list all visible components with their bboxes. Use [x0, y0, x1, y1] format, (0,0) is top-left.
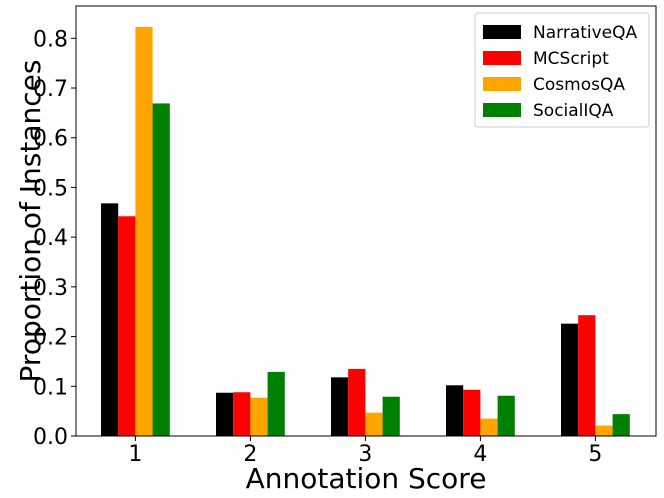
bar-narrativeqa-3 [331, 377, 349, 436]
bar-mcscript-4 [463, 389, 481, 436]
x-tick-label: 1 [128, 442, 142, 467]
bars-group [101, 26, 630, 437]
legend: NarrativeQA MCScript CosmosQA SocialIQA [474, 12, 650, 128]
bar-cosmosqa-5 [595, 425, 613, 436]
x-tick-label: 3 [358, 442, 372, 467]
bar-cosmosqa-2 [250, 397, 268, 436]
x-tick-label: 4 [473, 442, 487, 467]
y-axis: 0.0 0.1 0.2 0.3 0.4 0.5 0.6 0.7 0.8 [33, 27, 76, 450]
y-tick-label: 0.2 [33, 326, 68, 351]
x-tick-label: 5 [588, 442, 602, 467]
x-axis-label: Annotation Score [246, 462, 487, 495]
bar-narrativeqa-1 [101, 203, 119, 436]
bar-socialiqa-1 [152, 103, 170, 436]
bar-socialiqa-4 [497, 395, 515, 436]
legend-swatch-socialiqa [483, 103, 521, 117]
y-tick-label: 0.4 [33, 226, 68, 251]
bar-narrativeqa-5 [561, 323, 579, 436]
y-axis-label: Proportion of Instances [14, 60, 47, 383]
bar-narrativeqa-4 [446, 385, 464, 436]
legend-swatch-narrativeqa [483, 25, 521, 39]
legend-label-narrativeqa: NarrativeQA [533, 23, 638, 43]
bar-narrativeqa-2 [216, 392, 234, 436]
legend-label-cosmosqa: CosmosQA [533, 75, 625, 95]
legend-label-socialiqa: SocialIQA [533, 101, 614, 121]
bar-mcscript-5 [578, 315, 596, 436]
bar-mcscript-2 [233, 392, 251, 436]
bar-mcscript-3 [348, 368, 366, 436]
bar-socialiqa-3 [382, 396, 400, 436]
plot-frame [75, 5, 657, 437]
y-tick-label: 0.3 [33, 276, 68, 301]
bar-cosmosqa-3 [365, 412, 383, 436]
y-tick-label: 0.0 [33, 425, 68, 450]
y-tick-label: 0.5 [33, 176, 68, 201]
y-tick-label: 0.1 [33, 375, 68, 400]
y-tick-label: 0.6 [33, 127, 68, 152]
legend-swatch-mcscript [483, 51, 521, 65]
x-tick-label: 2 [243, 442, 257, 467]
x-axis: 1 2 3 4 5 [128, 436, 602, 467]
bar-cosmosqa-1 [135, 26, 153, 437]
y-tick-label: 0.7 [33, 77, 68, 102]
y-tick-label: 0.8 [33, 27, 68, 52]
legend-frame [474, 12, 650, 128]
bar-cosmosqa-4 [480, 418, 498, 436]
bar-mcscript-1 [118, 216, 136, 436]
bar-socialiqa-2 [267, 371, 285, 436]
legend-swatch-cosmosqa [483, 77, 521, 91]
legend-label-mcscript: MCScript [533, 49, 609, 69]
bar-socialiqa-5 [612, 414, 630, 436]
